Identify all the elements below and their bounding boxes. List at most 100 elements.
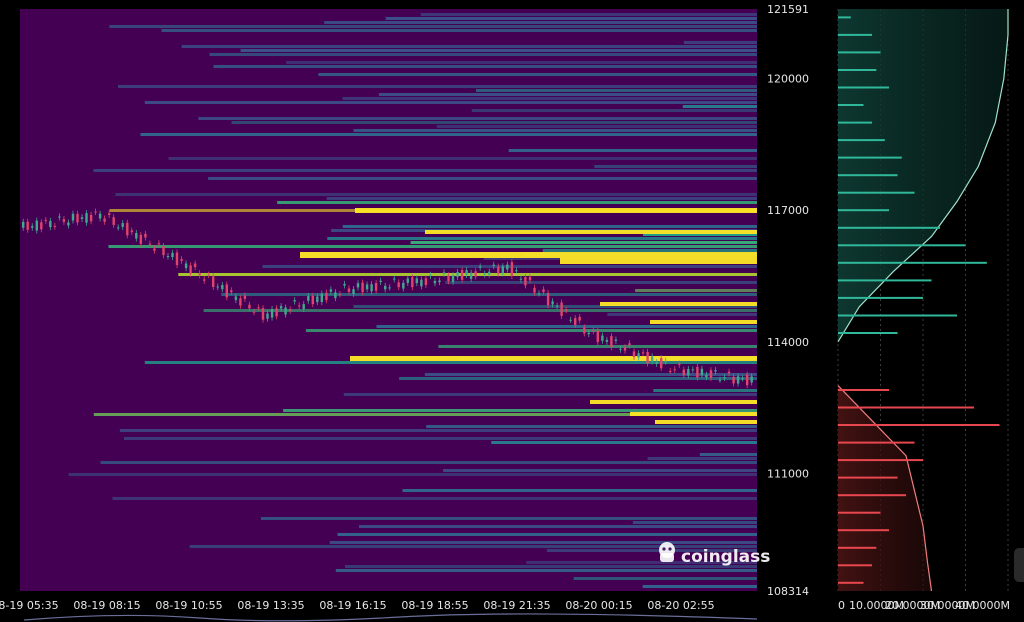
candle bbox=[528, 276, 532, 281]
price-axis: 121591 120000 117000 114000 111000 108314 bbox=[767, 3, 809, 598]
depth-cumulative-line bbox=[837, 9, 1009, 343]
heat-band bbox=[402, 489, 757, 492]
candle bbox=[334, 292, 337, 299]
candle bbox=[76, 213, 79, 223]
heat-band bbox=[345, 565, 757, 568]
heat-band bbox=[240, 49, 758, 52]
depth-bar bbox=[838, 546, 877, 549]
heat-band bbox=[189, 545, 758, 548]
candle bbox=[519, 278, 523, 280]
candle bbox=[343, 283, 346, 286]
heat-band bbox=[208, 177, 758, 180]
heat-band bbox=[144, 361, 758, 364]
candle bbox=[632, 351, 636, 358]
candle bbox=[175, 252, 179, 266]
heat-band bbox=[343, 393, 757, 396]
heat-band bbox=[607, 313, 757, 316]
heat-band bbox=[140, 133, 757, 136]
heat-band bbox=[683, 41, 757, 44]
depth-bar bbox=[838, 16, 851, 19]
candle bbox=[691, 369, 695, 371]
depth-tick-label: 10.0000M bbox=[849, 599, 904, 612]
candle bbox=[257, 307, 260, 309]
candle bbox=[53, 225, 57, 227]
heat-band bbox=[327, 237, 757, 240]
depth-bar bbox=[838, 104, 864, 106]
candle bbox=[479, 266, 482, 268]
candle bbox=[424, 278, 428, 285]
candle bbox=[619, 348, 622, 350]
candle bbox=[212, 276, 215, 287]
depth-bar bbox=[838, 156, 902, 159]
candle bbox=[533, 287, 536, 293]
heat-band bbox=[491, 441, 757, 444]
heat-band bbox=[109, 25, 758, 28]
candle bbox=[85, 213, 88, 223]
depth-bar bbox=[838, 314, 957, 317]
candle bbox=[284, 307, 287, 315]
candle bbox=[560, 302, 563, 316]
candle bbox=[67, 222, 70, 226]
price-tick-label: 117000 bbox=[767, 204, 809, 217]
candle bbox=[451, 275, 455, 282]
candle bbox=[347, 288, 351, 292]
heat-band bbox=[353, 129, 757, 132]
candle bbox=[565, 310, 568, 311]
heat-band bbox=[594, 165, 757, 168]
candle bbox=[171, 252, 174, 258]
candle bbox=[108, 213, 111, 215]
heat-band bbox=[632, 521, 757, 524]
time-tick-label: 08-20 02:55 bbox=[647, 599, 714, 612]
candle bbox=[628, 343, 631, 346]
heat-band-strong bbox=[300, 252, 757, 258]
candle bbox=[397, 282, 400, 288]
candle bbox=[234, 296, 238, 301]
time-axis: 08-19 05:35 08-19 08:15 08-19 10:55 08-19 1… bbox=[0, 599, 758, 622]
candle bbox=[98, 213, 102, 219]
heatmap-background bbox=[20, 9, 757, 591]
depth-tick-label: 0 bbox=[838, 599, 845, 612]
heat-band bbox=[546, 549, 757, 552]
heat-band bbox=[647, 457, 757, 460]
depth-bar bbox=[838, 332, 898, 334]
candle bbox=[515, 270, 518, 272]
depth-bar bbox=[838, 581, 864, 584]
heat-band-strong bbox=[350, 356, 757, 361]
candle bbox=[442, 272, 446, 274]
candle bbox=[352, 289, 355, 294]
heat-band bbox=[542, 249, 757, 252]
heat-band bbox=[436, 125, 757, 128]
heat-band bbox=[653, 389, 757, 392]
candle bbox=[402, 282, 405, 289]
heat-band bbox=[335, 569, 757, 572]
heat-band bbox=[420, 13, 757, 16]
depth-bar bbox=[838, 174, 898, 177]
candle bbox=[184, 263, 188, 269]
candle bbox=[293, 300, 296, 302]
candle bbox=[22, 221, 25, 228]
candle bbox=[189, 265, 192, 274]
depth-bar bbox=[838, 389, 889, 391]
heat-band bbox=[410, 241, 757, 244]
candle bbox=[587, 332, 590, 335]
heat-band bbox=[353, 305, 757, 308]
candle bbox=[103, 218, 106, 222]
heatmap-plot-area[interactable] bbox=[20, 9, 758, 591]
heat-band bbox=[699, 453, 757, 456]
candle bbox=[44, 219, 47, 221]
heat-band bbox=[342, 97, 757, 100]
candle bbox=[555, 305, 559, 307]
candle bbox=[497, 266, 500, 274]
candle bbox=[379, 280, 382, 282]
candle bbox=[488, 271, 491, 275]
heat-band bbox=[213, 65, 757, 68]
price-tick-label: 120000 bbox=[767, 73, 809, 86]
navigator-mini-line[interactable] bbox=[23, 613, 758, 622]
depth-bar bbox=[838, 121, 872, 124]
depth-tick-label: 20.0000M bbox=[885, 599, 940, 612]
candle bbox=[207, 274, 210, 276]
side-panel-handle[interactable] bbox=[1014, 548, 1024, 582]
heat-band bbox=[526, 561, 757, 564]
depth-bar bbox=[838, 33, 872, 36]
